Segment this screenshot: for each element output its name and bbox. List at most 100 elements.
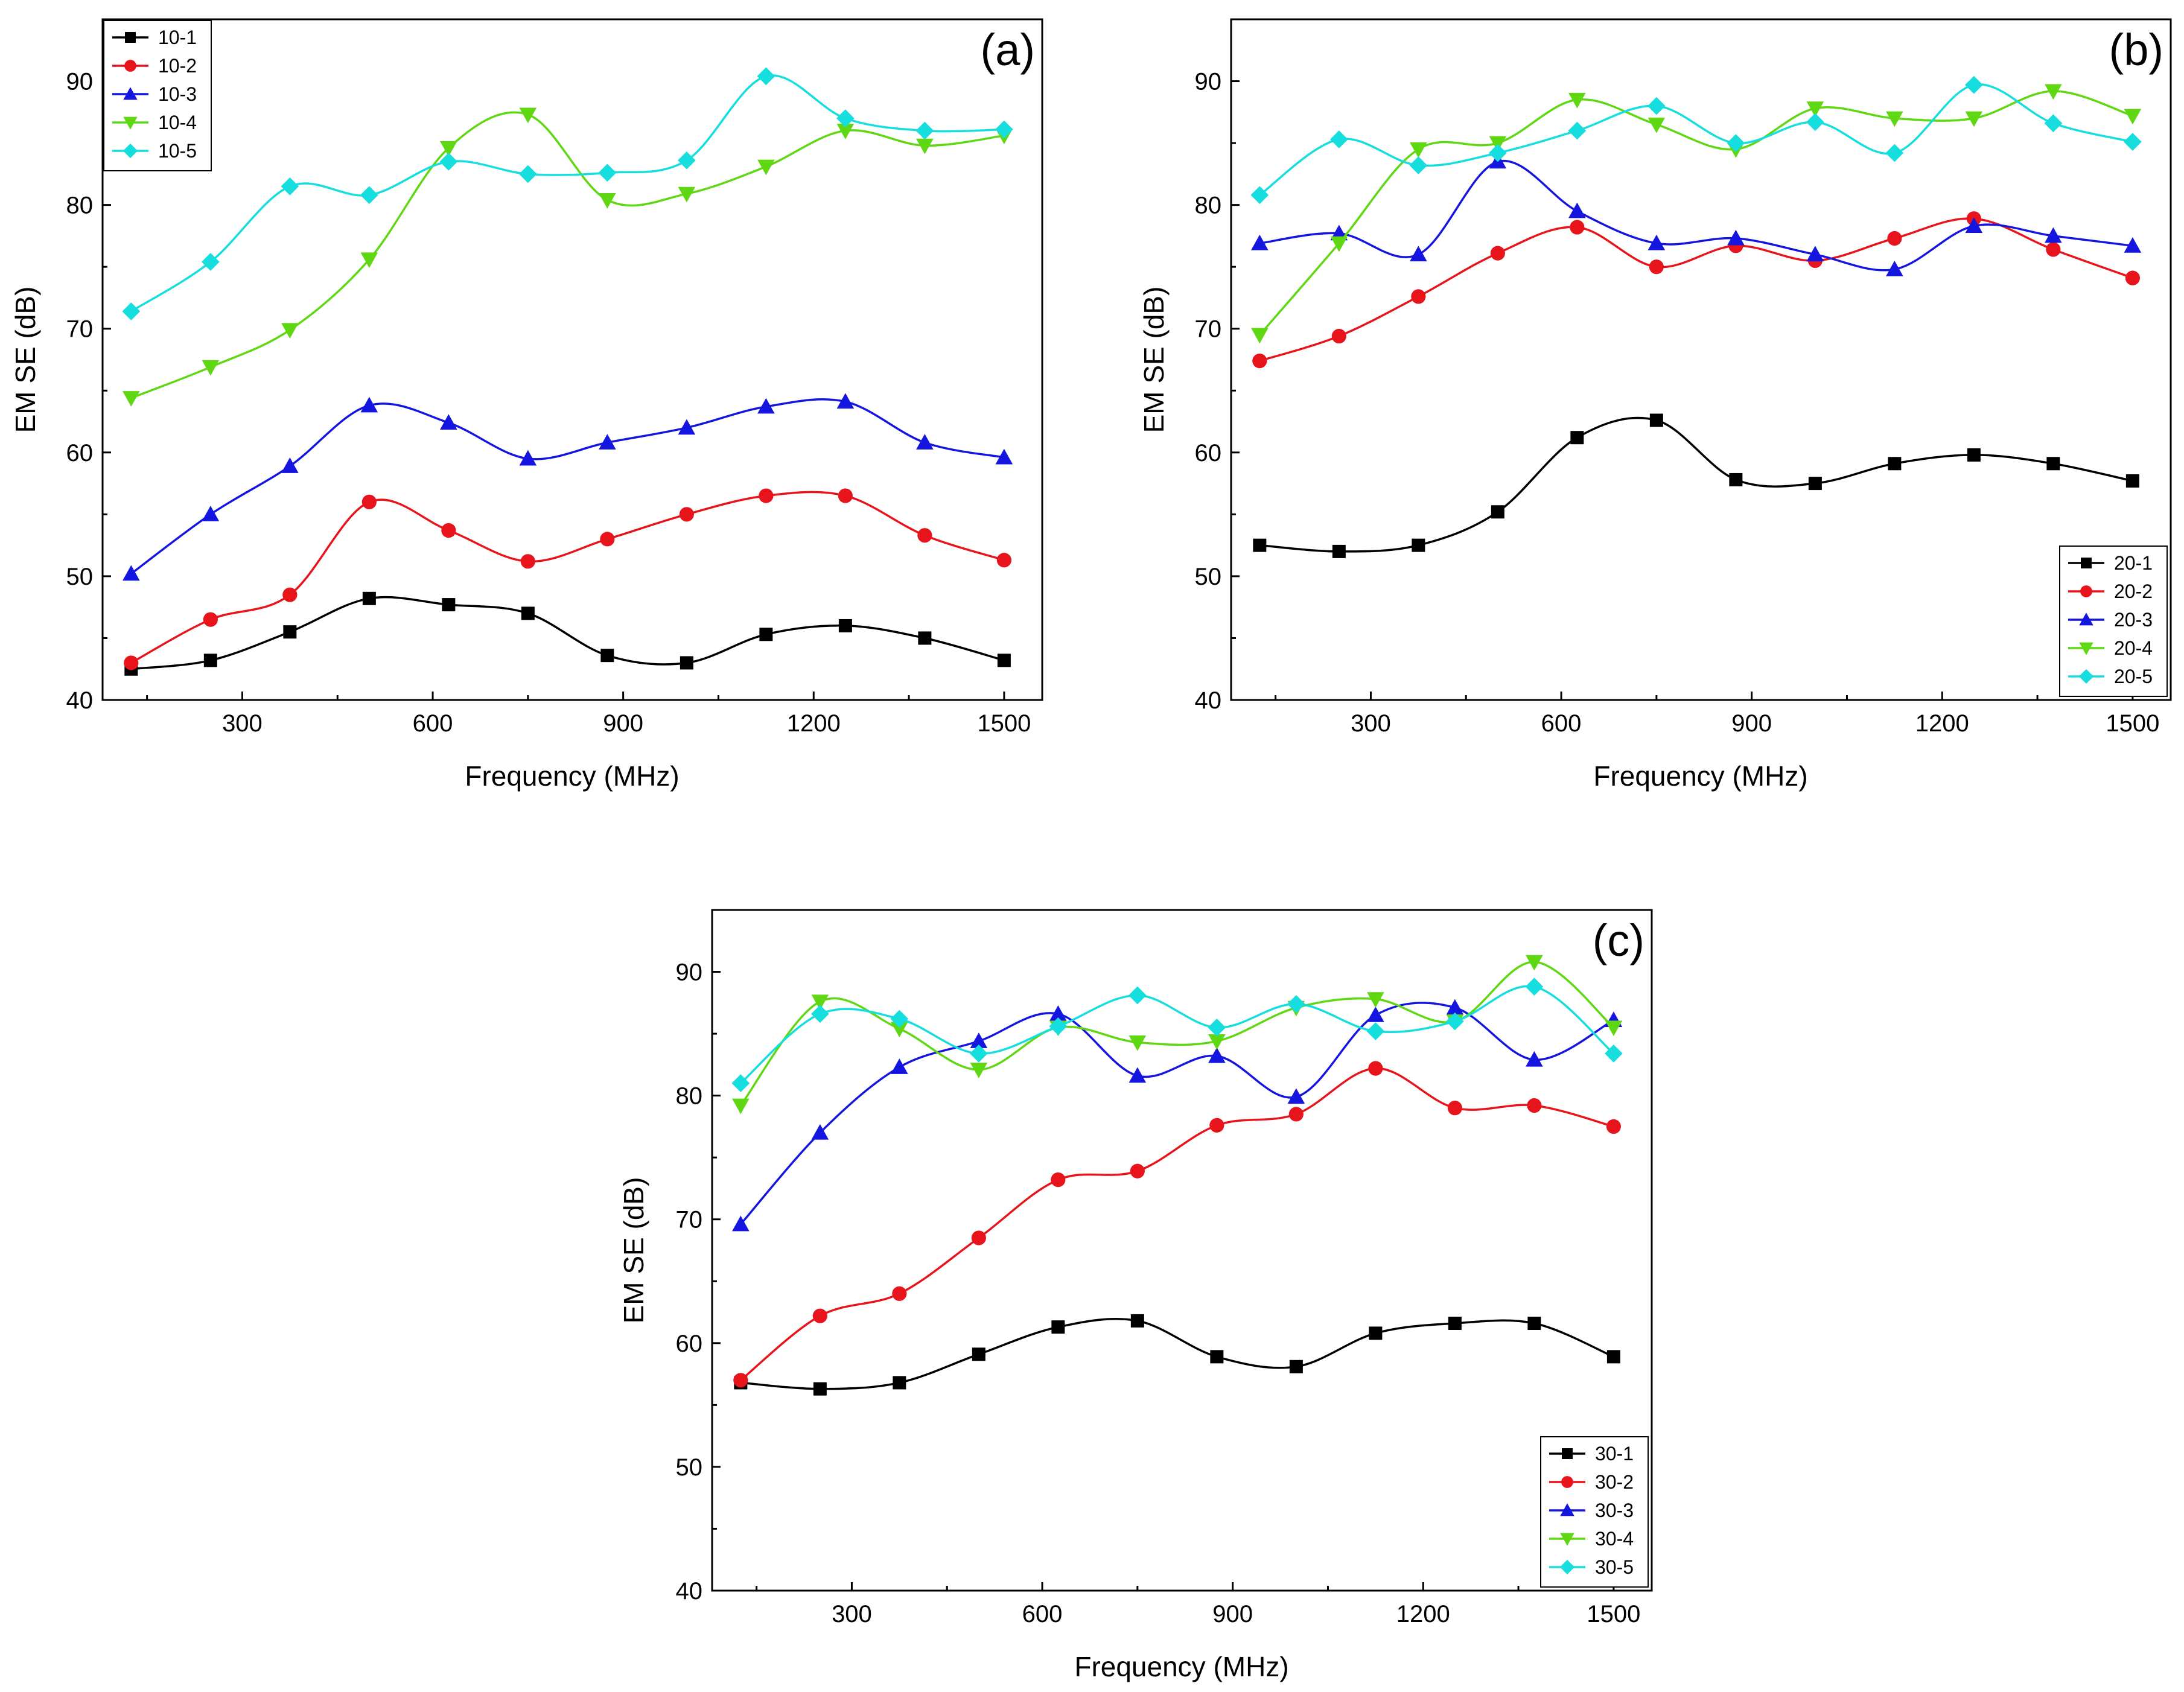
data-point-10-1 bbox=[283, 625, 297, 639]
data-point-10-4 bbox=[599, 192, 616, 209]
y-tick-label: 70 bbox=[66, 316, 94, 343]
data-point-20-5 bbox=[1727, 134, 1745, 152]
data-point-10-3 bbox=[916, 434, 934, 450]
data-point-30-4 bbox=[732, 1098, 750, 1115]
data-point-20-2 bbox=[1411, 289, 1426, 304]
y-axis-title: EM SE (dB) bbox=[1138, 287, 1170, 433]
data-point-10-2 bbox=[600, 532, 615, 547]
x-tick-label: 900 bbox=[1731, 710, 1772, 737]
y-tick-label: 80 bbox=[1195, 192, 1222, 219]
y-tick-label: 70 bbox=[676, 1207, 703, 1233]
series-line-10-3 bbox=[130, 398, 1005, 575]
legend-label: 20-2 bbox=[2114, 580, 2153, 602]
panel-label: (c) bbox=[1593, 915, 1644, 965]
data-point-30-5 bbox=[1366, 1022, 1385, 1040]
data-point-20-5 bbox=[1648, 97, 1666, 115]
data-point-10-3 bbox=[995, 448, 1013, 465]
data-point-30-5 bbox=[1605, 1045, 1623, 1063]
data-point-10-1 bbox=[600, 649, 614, 663]
legend-label: 30-4 bbox=[1595, 1528, 1634, 1550]
data-point-10-1 bbox=[838, 619, 852, 632]
plot-frame bbox=[1230, 18, 2172, 701]
data-point-10-3 bbox=[519, 450, 537, 466]
data-point-20-2 bbox=[1887, 231, 1902, 246]
data-point-30-2 bbox=[1606, 1119, 1621, 1134]
series-line-10-5 bbox=[130, 74, 1004, 313]
data-point-10-2 bbox=[282, 587, 298, 602]
legend-marker bbox=[2081, 558, 2092, 568]
data-point-20-4 bbox=[2045, 84, 2062, 100]
y-tick-label: 40 bbox=[1195, 687, 1222, 714]
data-point-10-2 bbox=[996, 553, 1011, 568]
data-point-10-2 bbox=[520, 554, 535, 569]
data-point-10-5 bbox=[836, 109, 855, 127]
legend-frame bbox=[1540, 1436, 1649, 1588]
data-point-20-4 bbox=[1410, 142, 1427, 158]
x-tick-label: 1500 bbox=[1587, 1601, 1640, 1627]
x-tick-label: 1200 bbox=[1915, 710, 1969, 737]
data-point-20-2 bbox=[1331, 328, 1346, 344]
data-point-20-5 bbox=[1489, 144, 1507, 162]
data-point-20-3 bbox=[1965, 217, 1983, 233]
legend-marker bbox=[1559, 1559, 1575, 1575]
x-axis-title: Frequency (MHz) bbox=[1074, 1651, 1288, 1682]
data-point-30-3 bbox=[1526, 1051, 1543, 1067]
data-point-30-2 bbox=[971, 1230, 986, 1245]
data-point-10-4 bbox=[202, 360, 220, 376]
data-point-10-1 bbox=[442, 598, 456, 612]
y-tick-label: 50 bbox=[1195, 564, 1222, 590]
y-tick-label: 40 bbox=[676, 1578, 703, 1605]
data-point-20-3 bbox=[1568, 202, 1586, 218]
data-point-20-3 bbox=[2045, 227, 2062, 243]
legend-label: 10-5 bbox=[158, 140, 197, 162]
data-point-10-1 bbox=[521, 606, 535, 620]
y-tick-label: 90 bbox=[66, 69, 94, 95]
legend-marker bbox=[1562, 1448, 1573, 1459]
data-point-10-3 bbox=[678, 419, 696, 435]
data-point-30-1 bbox=[1448, 1317, 1462, 1331]
series-line-30-2 bbox=[740, 1067, 1614, 1381]
data-point-10-3 bbox=[281, 457, 299, 473]
legend-label: 30-2 bbox=[1595, 1471, 1634, 1493]
data-point-30-4 bbox=[891, 1022, 908, 1038]
x-tick-label: 900 bbox=[1212, 1601, 1253, 1627]
data-point-20-3 bbox=[1251, 234, 1269, 250]
series-line-10-4 bbox=[130, 111, 1005, 399]
data-point-30-2 bbox=[892, 1286, 907, 1301]
data-point-10-5 bbox=[201, 253, 220, 271]
data-point-30-3 bbox=[1049, 1005, 1067, 1021]
data-point-30-5 bbox=[731, 1074, 750, 1092]
data-point-10-5 bbox=[757, 67, 775, 86]
series-line-30-1 bbox=[740, 1317, 1614, 1390]
data-point-10-4 bbox=[440, 141, 457, 157]
data-point-20-4 bbox=[1648, 117, 1666, 133]
data-point-10-3 bbox=[123, 565, 140, 581]
data-point-20-4 bbox=[1330, 236, 1348, 252]
x-axis-title: Frequency (MHz) bbox=[1593, 760, 1807, 792]
legend-label: 10-3 bbox=[158, 83, 197, 105]
legend-marker bbox=[123, 143, 138, 159]
data-point-10-1 bbox=[203, 654, 217, 667]
data-point-10-4 bbox=[360, 252, 378, 269]
data-point-30-2 bbox=[1209, 1118, 1224, 1133]
plot-frame bbox=[101, 18, 1043, 701]
data-point-30-1 bbox=[1130, 1314, 1144, 1328]
y-axis-title: EM SE (dB) bbox=[10, 287, 41, 433]
data-point-20-5 bbox=[1250, 186, 1269, 205]
data-point-10-4 bbox=[757, 159, 775, 176]
data-point-10-4 bbox=[281, 323, 299, 339]
legend: 20-1 20-2 20-3 20-4 20-5 bbox=[2059, 545, 2168, 697]
data-point-10-4 bbox=[519, 107, 537, 124]
data-point-20-4 bbox=[2124, 109, 2142, 125]
series-line-20-1 bbox=[1259, 416, 2133, 553]
data-point-30-3 bbox=[811, 1124, 829, 1140]
y-axis-title: EM SE (dB) bbox=[618, 1177, 649, 1324]
y-tick-label: 50 bbox=[676, 1454, 703, 1481]
legend-label: 10-4 bbox=[158, 112, 197, 133]
data-point-10-4 bbox=[123, 391, 140, 407]
series-line-10-2 bbox=[130, 491, 1005, 664]
data-point-20-5 bbox=[2124, 133, 2142, 151]
data-point-30-3 bbox=[732, 1215, 750, 1232]
data-point-10-2 bbox=[759, 488, 774, 503]
x-tick-label: 600 bbox=[1022, 1601, 1063, 1627]
